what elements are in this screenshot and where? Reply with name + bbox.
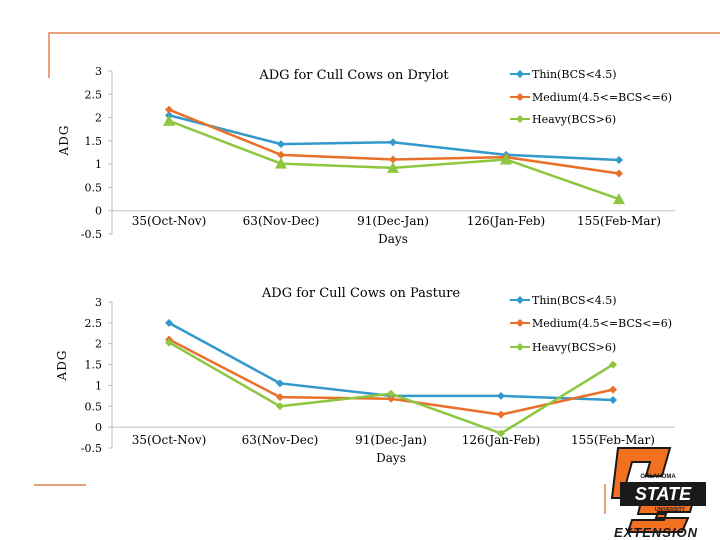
logo-tagline: EXTENSION [614, 525, 698, 540]
drylot-data-point-medium [165, 105, 173, 114]
drylot-y-tick-label: 1.5 [85, 135, 103, 148]
pasture-data-point-medium [387, 394, 395, 403]
drylot-data-point-heavy [387, 161, 399, 173]
pasture-data-point-heavy [276, 402, 284, 411]
pasture-data-point-heavy [497, 429, 505, 438]
pasture-series-line-heavy [168, 341, 614, 435]
drylot-legend-marker-heavy [516, 115, 524, 123]
drylot-legend-label-thin: Thin(BCS<4.5) [532, 68, 617, 81]
pasture-x-tick-label: 63(Nov-Dec) [242, 433, 319, 447]
drylot-x-tick-label: 126(Jan-Feb) [467, 214, 545, 228]
drylot-legend-marker-thin [516, 70, 524, 78]
pasture-x-axis-label: Days [376, 451, 406, 465]
drylot-x-tick-label: 155(Feb-Mar) [577, 214, 661, 228]
drylot-data-point-medium [277, 150, 285, 159]
pasture-y-tick-label: 2.5 [85, 317, 103, 330]
pasture-legend-marker-thin [516, 296, 524, 304]
drylot-x-axis-label: Days [378, 232, 408, 246]
pasture-series-line-thin [168, 321, 614, 402]
pasture-y-tick-label: 2 [95, 338, 102, 351]
drylot-y-tick-label: 2.5 [85, 88, 103, 101]
drylot-legend-marker-medium [516, 93, 524, 101]
pasture-chart-title: ADG for Cull Cows on Pasture [261, 286, 461, 301]
pasture-y-tick-label: 1 [95, 379, 102, 392]
drylot-data-point-heavy [613, 193, 625, 205]
logo-wordmark: STATE [635, 484, 692, 504]
drylot-chart-title: ADG for Cull Cows on Drylot [258, 68, 449, 83]
logo-small-text: OKLAHOMA [640, 474, 676, 480]
pasture-data-point-thin [276, 379, 284, 388]
drylot-y-axis-label: ADG [57, 125, 71, 157]
pasture-data-point-medium [609, 385, 617, 394]
logo-state-banner [620, 482, 706, 506]
pasture-data-point-heavy [387, 389, 395, 398]
drylot-data-point-thin [277, 140, 285, 149]
logo-o-shape [610, 447, 672, 499]
decor-line-right [604, 484, 606, 514]
pasture-legend-marker-heavy [516, 343, 524, 351]
logo-university-text: UNIVERSITY [655, 507, 686, 513]
drylot-data-point-thin [615, 155, 623, 164]
drylot-data-point-medium [615, 169, 623, 178]
pasture-x-tick-label: 155(Feb-Mar) [571, 433, 655, 447]
pasture-y-tick-label: 3 [95, 296, 102, 309]
pasture-data-point-medium [276, 393, 284, 402]
pasture-adg-chart: ADG for Cull Cows on Pasture 3 2.5 2 1.5 1 0.5… [55, 286, 675, 465]
pasture-y-tick-label: 0 [95, 421, 102, 434]
drylot-legend-label-medium: Medium(4.5<=BCS<=6) [532, 91, 672, 104]
drylot-data-point-heavy [163, 114, 175, 126]
drylot-y-tick-label: 2 [95, 112, 102, 125]
pasture-data-point-thin [165, 318, 173, 327]
drylot-y-tick-label: 1 [95, 158, 102, 171]
drylot-data-point-thin [389, 138, 397, 147]
drylot-x-tick-label: 91(Dec-Jan) [357, 214, 429, 228]
pasture-data-point-medium [497, 410, 505, 419]
pasture-data-point-thin [497, 391, 505, 400]
pasture-data-point-heavy [609, 360, 617, 369]
pasture-legend-marker-medium [516, 319, 524, 327]
pasture-y-tick-label: -0.5 [81, 442, 102, 455]
drylot-x-tick-label: 35(Oct-Nov) [132, 214, 207, 228]
drylot-data-point-heavy [500, 153, 512, 165]
pasture-y-tick-label: 0.5 [85, 400, 103, 413]
drylot-y-tick-label: 0 [95, 205, 102, 218]
pasture-legend-label-medium: Medium(4.5<=BCS<=6) [532, 317, 672, 330]
drylot-y-tick-label: 3 [95, 65, 102, 78]
pasture-legend-label-heavy: Heavy(BCS>6) [532, 341, 616, 354]
pasture-data-point-thin [609, 396, 617, 405]
pasture-x-tick-label: 126(Jan-Feb) [462, 433, 540, 447]
logo-s-shape [626, 497, 696, 533]
pasture-data-point-heavy [165, 338, 173, 347]
drylot-legend-label-heavy: Heavy(BCS>6) [532, 113, 616, 126]
pasture-x-tick-label: 91(Dec-Jan) [355, 433, 427, 447]
oklahoma-state-extension-logo: STATE OKLAHOMA UNIVERSITY EXTENSION [610, 447, 706, 540]
decor-line-left [48, 32, 50, 78]
pasture-x-tick-label: 35(Oct-Nov) [132, 433, 207, 447]
pasture-legend-label-thin: Thin(BCS<4.5) [532, 294, 617, 307]
drylot-y-tick-label: -0.5 [81, 228, 102, 241]
drylot-data-point-heavy [275, 157, 287, 169]
decor-line-bottom [34, 484, 86, 486]
drylot-x-tick-label: 63(Nov-Dec) [243, 214, 320, 228]
pasture-y-axis-label: ADG [55, 350, 69, 382]
drylot-data-point-medium [389, 155, 397, 164]
drylot-y-tick-label: 0.5 [85, 181, 103, 194]
drylot-adg-chart: ADG for Cull Cows on Drylot 3 2.5 2 1.5 1 0.5 0… [57, 65, 675, 246]
pasture-y-tick-label: 1.5 [85, 359, 103, 372]
decor-line-top [48, 32, 720, 34]
